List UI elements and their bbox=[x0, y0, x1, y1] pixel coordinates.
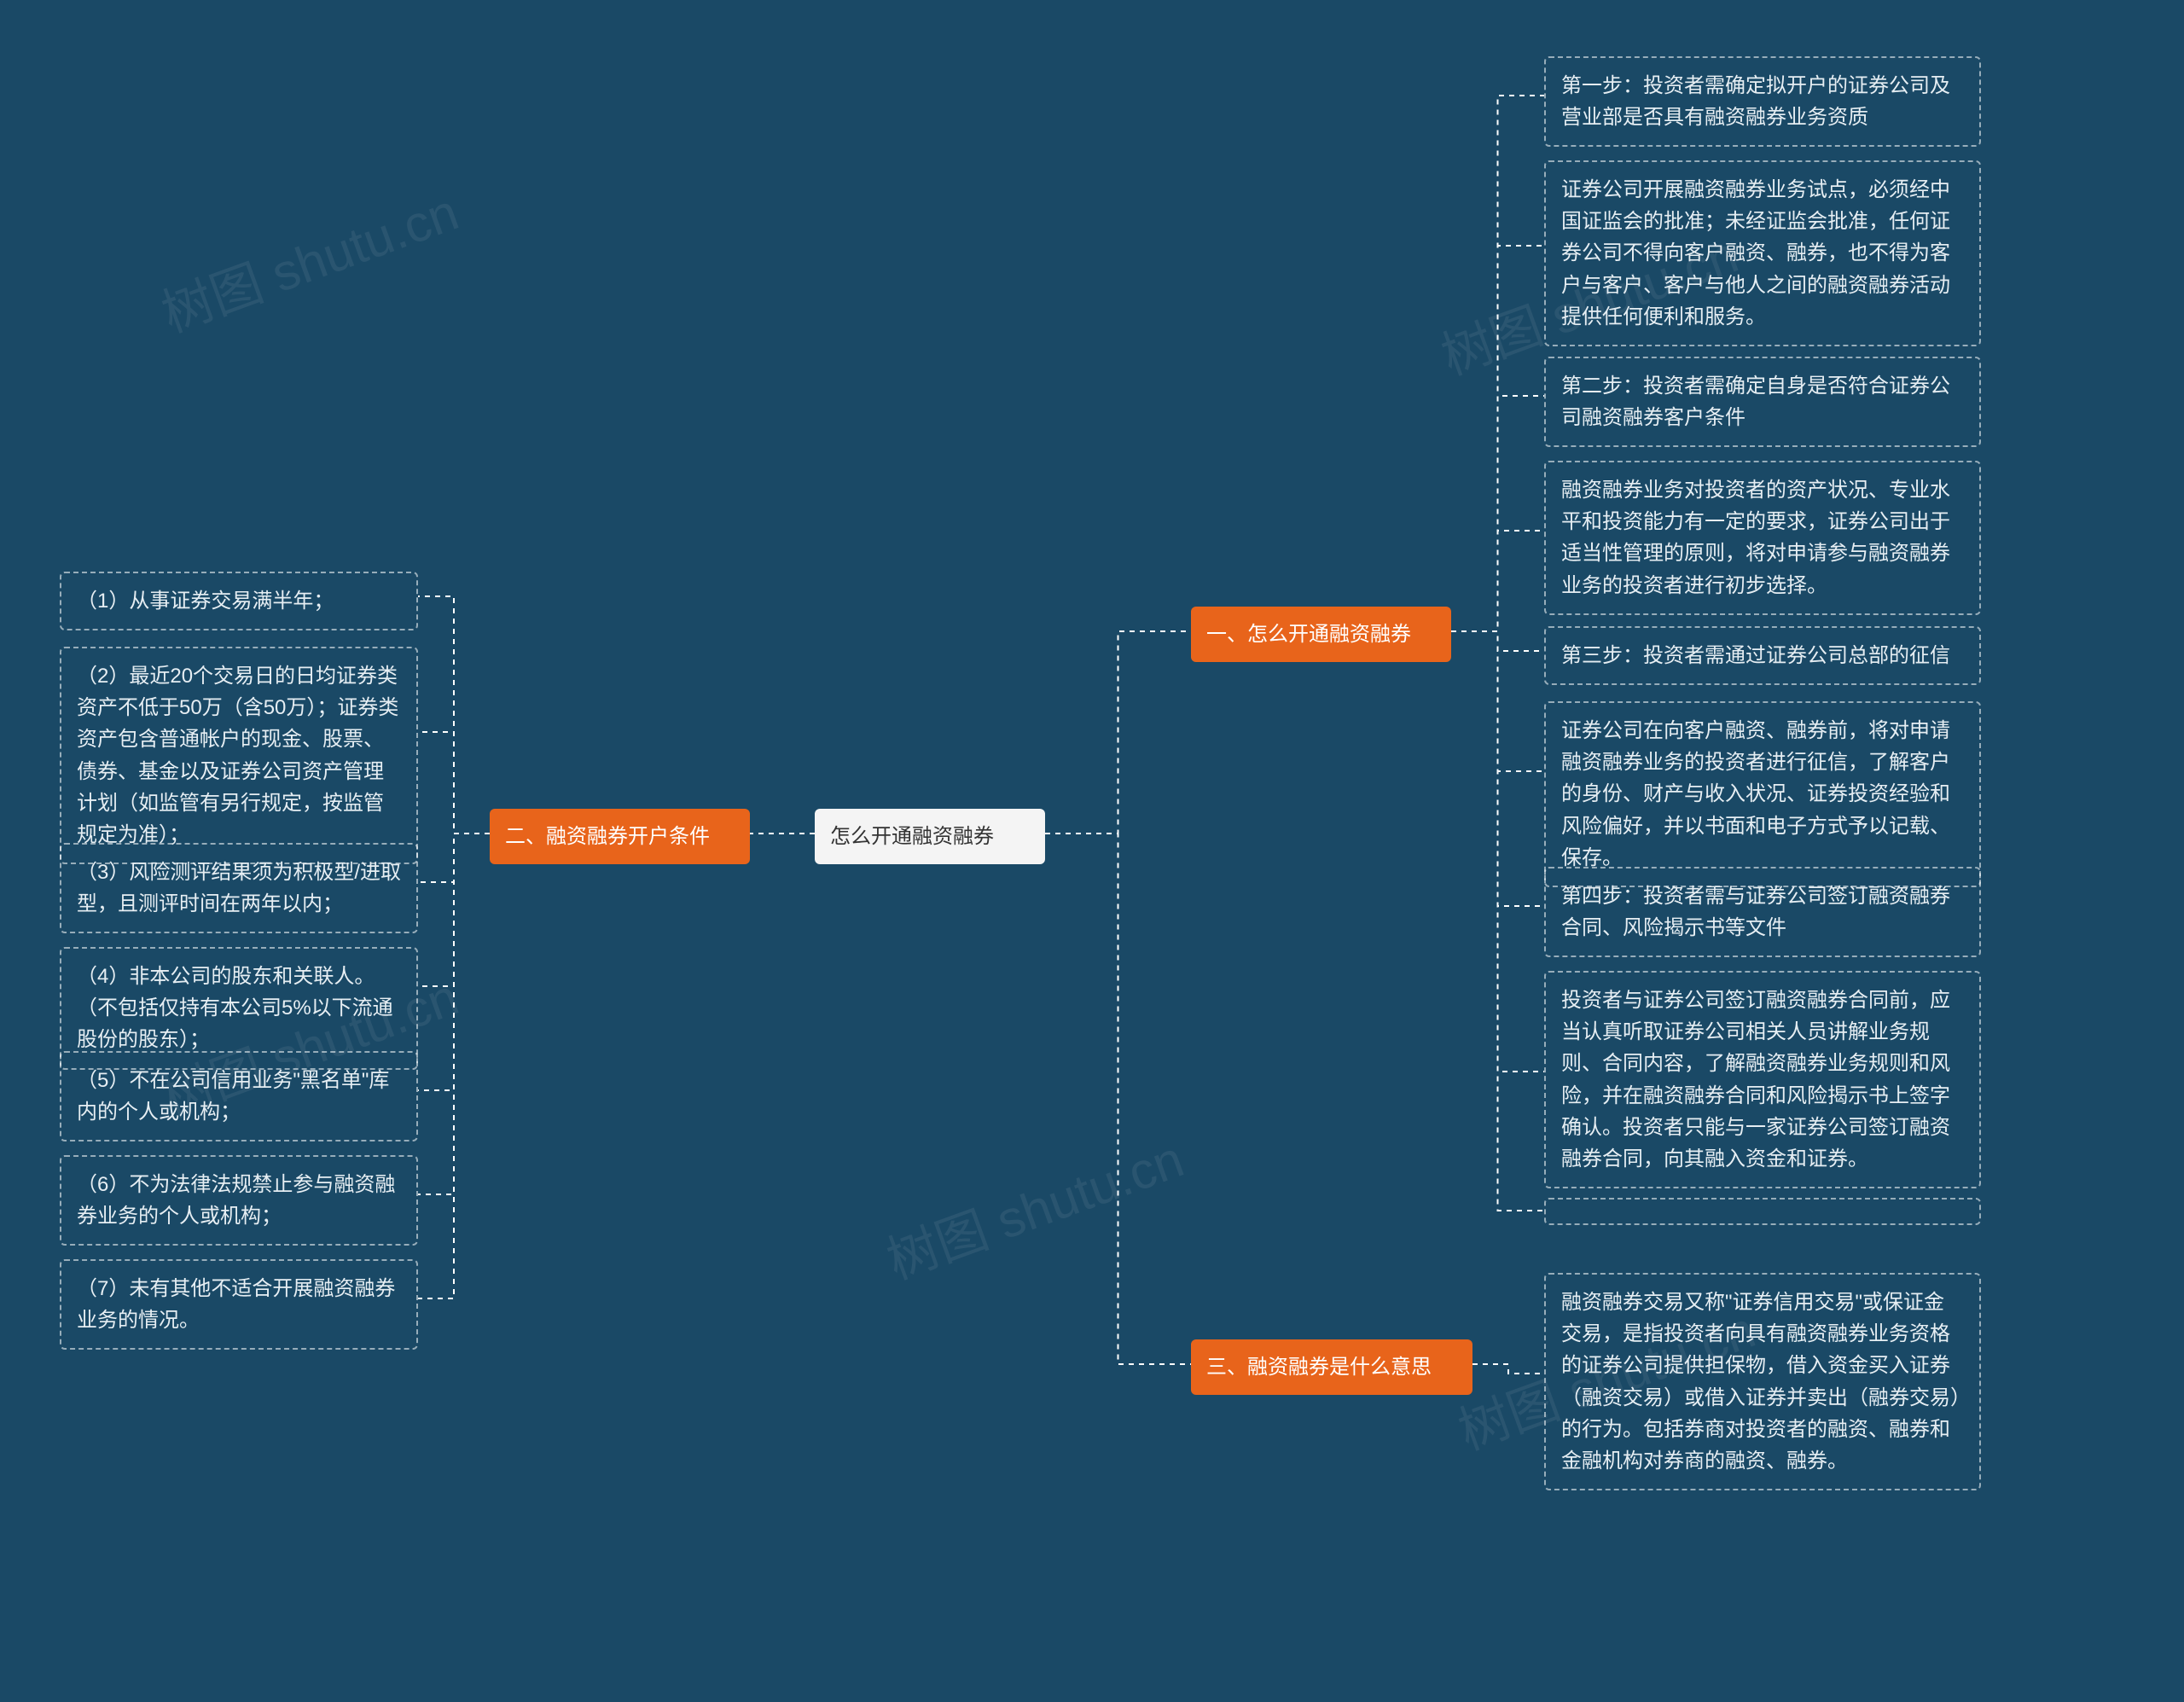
leaf-node: 融资融券业务对投资者的资产状况、专业水平和投资能力有一定的要求，证券公司出于适当… bbox=[1544, 461, 1981, 615]
branch-node: 一、怎么开通融资融券 bbox=[1191, 607, 1451, 662]
leaf-node: （7）未有其他不适合开展融资融券业务的情况。 bbox=[60, 1259, 418, 1350]
watermark: 树图 shutu.cn bbox=[150, 171, 467, 346]
leaf-node: 第二步：投资者需确定自身是否符合证券公司融资融券客户条件 bbox=[1544, 357, 1981, 447]
leaf-node: （5）不在公司信用业务"黑名单"库内的个人或机构； bbox=[60, 1051, 418, 1141]
leaf-node: 第三步：投资者需通过证券公司总部的征信 bbox=[1544, 626, 1981, 685]
leaf-node bbox=[1544, 1198, 1981, 1225]
leaf-node: 证券公司开展融资融券业务试点，必须经中国证监会的批准；未经证监会批准，任何证券公… bbox=[1544, 160, 1981, 346]
leaf-node: 投资者与证券公司签订融资融券合同前，应当认真听取证券公司相关人员讲解业务规则、合… bbox=[1544, 971, 1981, 1188]
leaf-node: 融资融券交易又称"证券信用交易"或保证金交易，是指投资者向具有融资融券业务资格的… bbox=[1544, 1273, 1981, 1490]
leaf-node: 第一步：投资者需确定拟开户的证券公司及营业部是否具有融资融券业务资质 bbox=[1544, 56, 1981, 147]
leaf-node: （1）从事证券交易满半年； bbox=[60, 572, 418, 630]
leaf-node: （2）最近20个交易日的日均证券类资产不低于50万（含50万）；证券类资产包含普… bbox=[60, 647, 418, 864]
leaf-node: （6）不为法律法规禁止参与融资融券业务的个人或机构； bbox=[60, 1155, 418, 1246]
leaf-node: （3）风险测评结果须为积极型/进取型，且测评时间在两年以内； bbox=[60, 843, 418, 933]
leaf-node: 第四步：投资者需与证券公司签订融资融券合同、风险揭示书等文件 bbox=[1544, 867, 1981, 957]
leaf-node: 证券公司在向客户融资、融券前，将对申请融资融券业务的投资者进行征信，了解客户的身… bbox=[1544, 701, 1981, 887]
branch-node: 三、融资融券是什么意思 bbox=[1191, 1339, 1472, 1395]
watermark: 树图 shutu.cn bbox=[875, 1118, 1192, 1293]
branch-node: 二、融资融券开户条件 bbox=[490, 809, 750, 864]
mindmap-canvas: 树图 shutu.cn树图 shutu.cn树图 shutu.cn树图 shut… bbox=[0, 0, 2184, 1702]
root-node: 怎么开通融资融券 bbox=[815, 809, 1045, 864]
